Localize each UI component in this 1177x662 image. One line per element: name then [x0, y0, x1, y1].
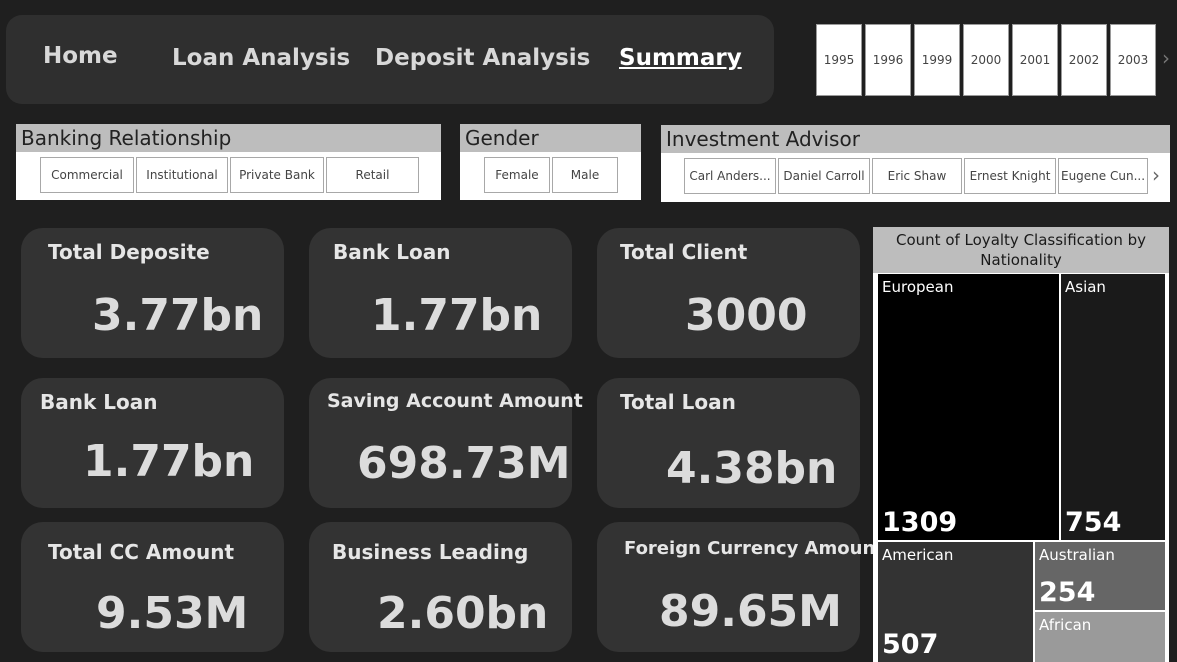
- kpi-card-business-leading: Business Leading 2.60bn: [309, 522, 572, 652]
- card-value: 698.73M: [357, 438, 571, 489]
- slicer-title: Gender: [460, 124, 641, 152]
- card-title: Total Deposite: [48, 240, 210, 264]
- slicer-option[interactable]: Female: [484, 157, 550, 193]
- treemap-tile-asian[interactable]: Asian 754: [1061, 274, 1165, 540]
- tile-value: 254: [1039, 577, 1096, 608]
- tile-label: European: [882, 278, 954, 296]
- chevron-right-icon[interactable]: ›: [1162, 46, 1170, 70]
- kpi-card-bank-loan: Bank Loan 1.77bn: [309, 228, 572, 358]
- slicer-title: Banking Relationship: [16, 124, 441, 152]
- gender-slicer: Gender Female Male: [460, 124, 641, 200]
- card-value: 3000: [685, 290, 808, 341]
- slicer-title: Investment Advisor: [661, 125, 1170, 153]
- nav-home[interactable]: Home: [43, 43, 118, 69]
- year-button[interactable]: 2001: [1012, 24, 1058, 96]
- slicer-option[interactable]: Eric Shaw: [872, 158, 962, 194]
- treemap-tile-american[interactable]: American 507: [878, 542, 1033, 662]
- slicer-option[interactable]: Retail: [326, 157, 419, 193]
- slicer-option[interactable]: Ernest Knight: [964, 158, 1056, 194]
- slicer-option[interactable]: Eugene Cun...: [1058, 158, 1148, 194]
- kpi-card-total-cc-amount: Total CC Amount 9.53M: [21, 522, 284, 652]
- card-title: Saving Account Amount: [327, 390, 583, 412]
- card-title: Total Loan: [620, 390, 736, 414]
- kpi-card-total-client: Total Client 3000: [597, 228, 860, 358]
- chevron-right-icon[interactable]: ›: [1152, 163, 1160, 187]
- slicer-option[interactable]: Male: [552, 157, 618, 193]
- kpi-card-total-loan: Total Loan 4.38bn: [597, 378, 860, 508]
- card-value: 89.65M: [659, 586, 842, 637]
- card-value: 1.77bn: [371, 290, 543, 341]
- slicer-option[interactable]: Daniel Carroll: [778, 158, 870, 194]
- kpi-card-foreign-currency-amount: Foreign Currency Amount 89.65M: [597, 522, 884, 652]
- card-value: 2.60bn: [377, 588, 549, 639]
- banking-relationship-slicer: Banking Relationship Commercial Institut…: [16, 124, 441, 200]
- card-title: Foreign Currency Amount: [624, 538, 884, 559]
- kpi-card-saving-account-amount: Saving Account Amount 698.73M: [309, 378, 583, 508]
- tile-label: American: [882, 546, 954, 564]
- year-button[interactable]: 2002: [1061, 24, 1107, 96]
- card-title: Business Leading: [332, 540, 529, 564]
- treemap-tile-australian[interactable]: Australian 254: [1035, 542, 1165, 610]
- tile-label: Asian: [1065, 278, 1106, 296]
- nav-summary[interactable]: Summary: [619, 45, 742, 71]
- tile-label: Australian: [1039, 546, 1115, 564]
- kpi-card-bank-loan-2: Bank Loan 1.77bn: [21, 378, 284, 508]
- card-value: 1.77bn: [83, 436, 255, 487]
- year-button[interactable]: 1995: [816, 24, 862, 96]
- investment-advisor-slicer: Investment Advisor Carl Anders... Daniel…: [661, 125, 1170, 202]
- tile-value: 1309: [882, 507, 958, 538]
- year-button[interactable]: 2000: [963, 24, 1009, 96]
- year-button[interactable]: 1999: [914, 24, 960, 96]
- year-button[interactable]: 1996: [865, 24, 911, 96]
- kpi-card-total-deposite: Total Deposite 3.77bn: [21, 228, 284, 358]
- tile-value: 754: [1065, 507, 1122, 538]
- card-title: Bank Loan: [40, 390, 158, 414]
- slicer-option[interactable]: Institutional: [136, 157, 228, 193]
- treemap-tile-european[interactable]: European 1309: [878, 274, 1059, 540]
- card-value: 9.53M: [96, 588, 249, 639]
- card-title: Total Client: [620, 240, 748, 264]
- nav-deposit-analysis[interactable]: Deposit Analysis: [375, 45, 591, 71]
- card-value: 3.77bn: [92, 290, 264, 341]
- nav-bar: Home Loan Analysis Deposit Analysis Summ…: [6, 15, 774, 104]
- slicer-option[interactable]: Carl Anders...: [684, 158, 776, 194]
- slicer-option[interactable]: Commercial: [40, 157, 134, 193]
- slicer-option[interactable]: Private Bank: [230, 157, 324, 193]
- chart-title: Count of Loyalty Classification by Natio…: [873, 227, 1169, 273]
- treemap-tile-african[interactable]: African: [1035, 612, 1165, 662]
- card-title: Bank Loan: [333, 240, 451, 264]
- year-button[interactable]: 2003: [1110, 24, 1156, 96]
- card-title: Total CC Amount: [48, 540, 235, 564]
- loyalty-treemap: Count of Loyalty Classification by Natio…: [873, 227, 1169, 662]
- tile-value: 507: [882, 629, 939, 660]
- card-value: 4.38bn: [666, 443, 838, 494]
- tile-label: African: [1039, 616, 1092, 634]
- nav-loan-analysis[interactable]: Loan Analysis: [172, 45, 351, 71]
